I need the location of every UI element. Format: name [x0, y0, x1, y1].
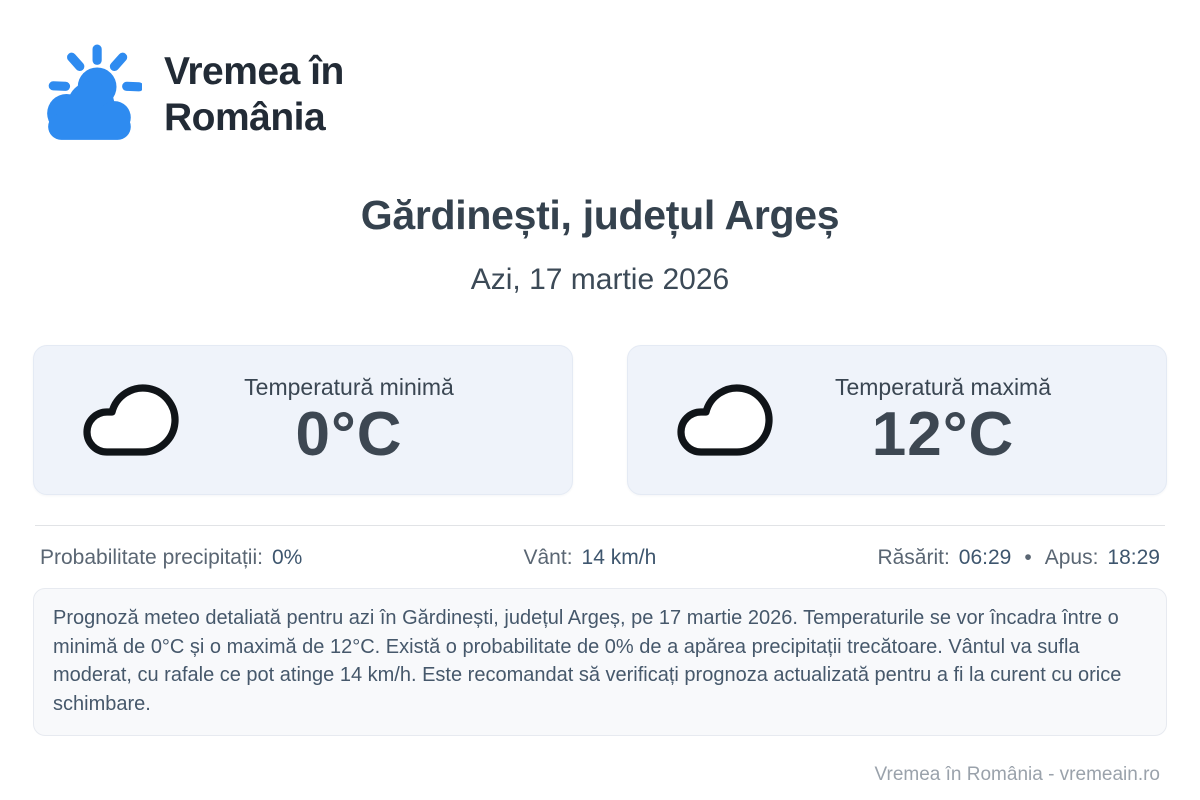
- cloud-icon: [666, 372, 784, 468]
- site-name-line1: Vremea în: [164, 50, 344, 94]
- divider: [35, 525, 1165, 526]
- max-temperature-label: Temperatură maximă: [834, 374, 1052, 400]
- cloud-icon: [72, 372, 190, 468]
- precipitation-label: Probabilitate precipitații:: [40, 546, 263, 569]
- sunset-label: Apus:: [1044, 546, 1099, 569]
- sunrise-label: Răsărit:: [877, 546, 950, 569]
- sun-cloud-icon: [40, 44, 142, 146]
- sunset-value: 18:29: [1107, 546, 1160, 569]
- site-name: Vremea în România: [164, 49, 344, 140]
- min-temperature-value: 0°C: [295, 400, 403, 469]
- min-temperature-label: Temperatură minimă: [244, 374, 454, 400]
- max-temperature-text: Temperatură maximă 12°C: [784, 374, 1166, 466]
- wind-label: Vânt:: [523, 546, 573, 569]
- min-temperature-card: Temperatură minimă 0°C: [33, 345, 573, 495]
- forecast-description: Prognoză meteo detaliată pentru azi în G…: [33, 588, 1167, 736]
- stats-row: Probabilitate precipitații: 0% Vânt: 14 …: [0, 546, 1200, 570]
- precipitation-stat: Probabilitate precipitații: 0%: [40, 546, 302, 570]
- wind-stat: Vânt: 14 km/h: [524, 546, 657, 570]
- page-title: Gărdinești, județul Argeș: [360, 192, 840, 238]
- sunrise-value: 06:29: [958, 546, 1012, 569]
- precipitation-value: 0%: [271, 546, 303, 569]
- site-name-line2: România: [164, 96, 326, 139]
- logo[interactable]: [40, 44, 142, 146]
- page-date: Azi, 17 martie 2026: [470, 263, 730, 296]
- temperature-cards: Temperatură minimă 0°C Temperatură maxim…: [0, 345, 1200, 495]
- max-temperature-value: 12°C: [871, 400, 1015, 469]
- footer-credit: Vremea în România - vremeain.ro: [874, 764, 1160, 785]
- bullet-separator: •: [1024, 546, 1032, 569]
- min-temperature-text: Temperatură minimă 0°C: [190, 374, 572, 466]
- max-temperature-card: Temperatură maximă 12°C: [627, 345, 1167, 495]
- sun-times-stat: Răsărit: 06:29 • Apus: 18:29: [877, 546, 1160, 570]
- wind-value: 14 km/h: [581, 546, 657, 569]
- site-header: Vremea în România: [0, 0, 1200, 146]
